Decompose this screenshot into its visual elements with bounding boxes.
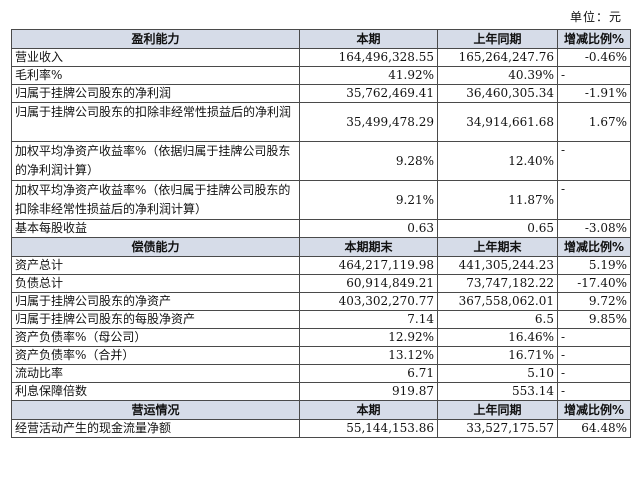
row-label: 利息保障倍数 (11, 382, 300, 401)
prior-value: 6.5 (437, 310, 558, 329)
column-header: 本期 (299, 400, 438, 420)
table-row: 基本每股收益 0.63 0.65 -3.08% (11, 219, 631, 238)
current-value: 403,302,270.77 (299, 292, 438, 311)
change-value: -17.40% (557, 274, 631, 293)
table-row: 资产总计 464,217,119.98 441,305,244.23 5.19% (11, 256, 631, 275)
prior-value: 16.46% (437, 328, 558, 347)
current-value: 35,762,469.41 (299, 84, 438, 103)
prior-value: 5.10 (437, 364, 558, 383)
table-row: 资产负债率%（母公司） 12.92% 16.46% - (11, 328, 631, 347)
current-value: 6.71 (299, 364, 438, 383)
operations-header-row: 营运情况 本期 上年同期 增减比例% (11, 400, 631, 420)
unit-label: 单位：元 (569, 10, 622, 24)
change-value: - (557, 66, 631, 85)
table-row: 归属于挂牌公司股东的扣除非经常性损益后的净利润 35,499,478.29 34… (11, 102, 631, 142)
row-label: 营业收入 (11, 48, 300, 67)
row-label: 归属于挂牌公司股东的扣除非经常性损益后的净利润 (11, 102, 300, 142)
row-label: 资产总计 (11, 256, 300, 275)
solvency-header-row: 偿债能力 本期期末 上年期末 增减比例% (11, 237, 631, 257)
change-value: - (557, 346, 631, 365)
change-value: - (557, 364, 631, 383)
prior-value: 441,305,244.23 (437, 256, 558, 275)
current-value: 464,217,119.98 (299, 256, 438, 275)
column-header: 本期 (299, 29, 438, 49)
prior-value: 16.71% (437, 346, 558, 365)
table-row: 归属于挂牌公司股东的每股净资产 7.14 6.5 9.85% (11, 310, 631, 329)
change-value: - (557, 382, 631, 401)
current-value: 164,496,328.55 (299, 48, 438, 67)
column-header: 偿债能力 (11, 237, 300, 257)
current-value: 60,914,849.21 (299, 274, 438, 293)
row-label: 归属于挂牌公司股东的净利润 (11, 84, 300, 103)
prior-value: 553.14 (437, 382, 558, 401)
change-value: 9.85% (557, 310, 631, 329)
column-header: 本期期末 (299, 237, 438, 257)
column-header: 上年同期 (437, 29, 558, 49)
change-value: 9.72% (557, 292, 631, 311)
row-label: 基本每股收益 (11, 219, 300, 238)
prior-value: 40.39% (437, 66, 558, 85)
table-row: 负债总计 60,914,849.21 73,747,182.22 -17.40% (11, 274, 631, 293)
current-value: 35,499,478.29 (299, 102, 438, 142)
current-value: 0.63 (299, 219, 438, 238)
table-row: 经营活动产生的现金流量净额 55,144,153.86 33,527,175.5… (11, 419, 631, 438)
prior-value: 12.40% (437, 141, 558, 181)
current-value: 9.28% (299, 141, 438, 181)
prior-value: 367,558,062.01 (437, 292, 558, 311)
table-row: 归属于挂牌公司股东的净资产 403,302,270.77 367,558,062… (11, 292, 631, 311)
prior-value: 0.65 (437, 219, 558, 238)
column-header: 盈利能力 (11, 29, 300, 49)
column-header: 上年同期 (437, 400, 558, 420)
prior-value: 11.87% (437, 180, 558, 220)
financial-indicators-table: 盈利能力 本期 上年同期 增减比例% 营业收入 164,496,328.55 1… (11, 29, 631, 438)
change-value: -1.91% (557, 84, 631, 103)
change-value: - (557, 141, 631, 181)
row-label: 加权平均净资产收益率%（依据归属于挂牌公司股东的净利润计算） (11, 141, 300, 181)
row-label: 资产负债率%（母公司） (11, 328, 300, 347)
change-value: 64.48% (557, 419, 631, 438)
prior-value: 36,460,305.34 (437, 84, 558, 103)
prior-value: 34,914,661.68 (437, 102, 558, 142)
prior-value: 73,747,182.22 (437, 274, 558, 293)
column-header: 增减比例% (557, 400, 631, 420)
current-value: 41.92% (299, 66, 438, 85)
profitability-header-row: 盈利能力 本期 上年同期 增减比例% (11, 29, 631, 49)
current-value: 919.87 (299, 382, 438, 401)
current-value: 9.21% (299, 180, 438, 220)
column-header: 营运情况 (11, 400, 300, 420)
table-row: 利息保障倍数 919.87 553.14 - (11, 382, 631, 401)
current-value: 13.12% (299, 346, 438, 365)
column-header: 增减比例% (557, 237, 631, 257)
row-label: 加权平均净资产收益率%（依归属于挂牌公司股东的扣除非经常性损益后的净利润计算） (11, 180, 300, 220)
table-row: 毛利率% 41.92% 40.39% - (11, 66, 631, 85)
table-row: 资产负债率%（合并） 13.12% 16.71% - (11, 346, 631, 365)
row-label: 归属于挂牌公司股东的每股净资产 (11, 310, 300, 329)
current-value: 12.92% (299, 328, 438, 347)
prior-value: 33,527,175.57 (437, 419, 558, 438)
current-value: 55,144,153.86 (299, 419, 438, 438)
row-label: 负债总计 (11, 274, 300, 293)
table-row: 归属于挂牌公司股东的净利润 35,762,469.41 36,460,305.3… (11, 84, 631, 103)
row-label: 毛利率% (11, 66, 300, 85)
row-label: 流动比率 (11, 364, 300, 383)
prior-value: 165,264,247.76 (437, 48, 558, 67)
change-value: 1.67% (557, 102, 631, 142)
row-label: 归属于挂牌公司股东的净资产 (11, 292, 300, 311)
row-label: 资产负债率%（合并） (11, 346, 300, 365)
table-row: 加权平均净资产收益率%（依归属于挂牌公司股东的扣除非经常性损益后的净利润计算） … (11, 180, 631, 220)
column-header: 上年期末 (437, 237, 558, 257)
change-value: -0.46% (557, 48, 631, 67)
current-value: 7.14 (299, 310, 438, 329)
row-label: 经营活动产生的现金流量净额 (11, 419, 300, 438)
change-value: 5.19% (557, 256, 631, 275)
table-row: 流动比率 6.71 5.10 - (11, 364, 631, 383)
change-value: -3.08% (557, 219, 631, 238)
table-row: 营业收入 164,496,328.55 165,264,247.76 -0.46… (11, 48, 631, 67)
table-row: 加权平均净资产收益率%（依据归属于挂牌公司股东的净利润计算） 9.28% 12.… (11, 141, 631, 181)
column-header: 增减比例% (557, 29, 631, 49)
change-value: - (557, 180, 631, 220)
change-value: - (557, 328, 631, 347)
